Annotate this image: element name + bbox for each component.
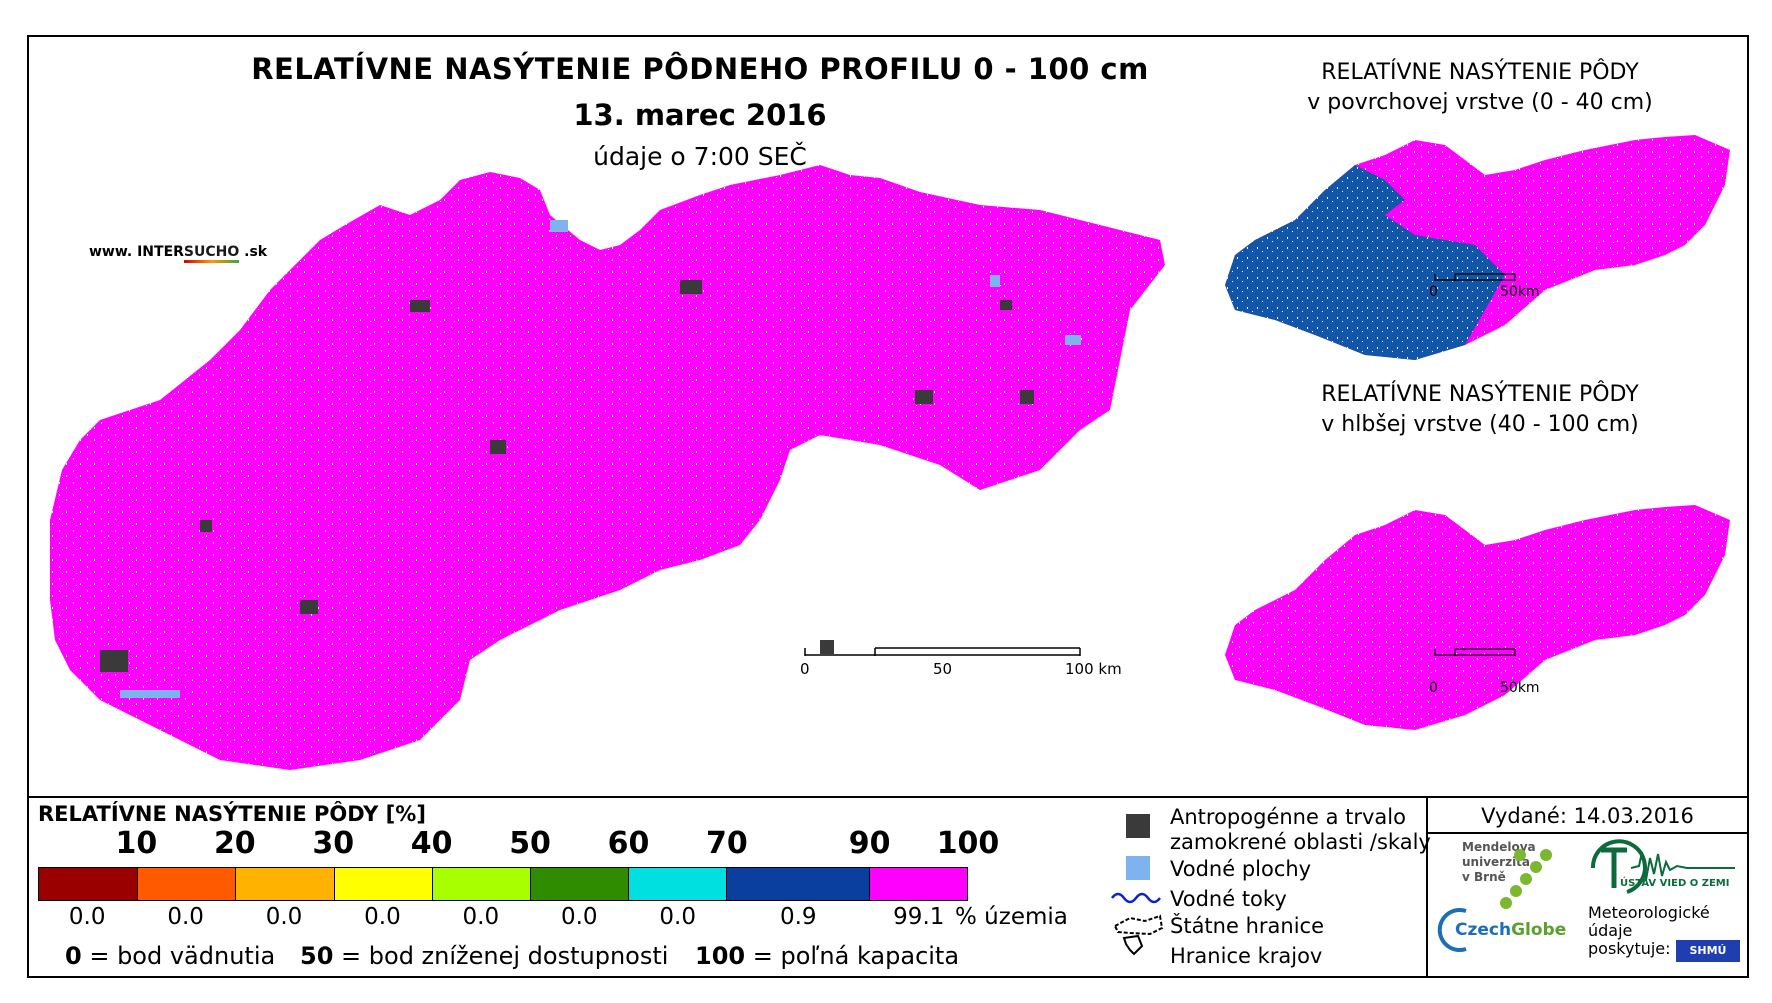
czechglobe-logo: CzechGlobe [1455, 920, 1567, 940]
legend-class-6 [628, 868, 727, 900]
url-highlight: SUCHO [183, 244, 240, 263]
region-border-symbol [1122, 934, 1144, 956]
legend-tick-2: 30 [312, 826, 355, 861]
intersucho-url[interactable]: www. INTERSUCHO .sk [89, 244, 268, 263]
legend-class-5 [530, 868, 629, 900]
inset-bottom-title: RELATÍVNE NASÝTENIE PÔDY v hlbšej vrstve… [1240, 380, 1720, 440]
foot-capacity: 100 = poľná kapacita [695, 942, 960, 970]
inset-top-title-line1: RELATÍVNE NASÝTENIE PÔDY [1321, 60, 1639, 85]
legend-tick-6: 70 [706, 826, 748, 861]
legend-class-2 [235, 868, 334, 900]
legend-share-8: 99.1 [893, 904, 945, 930]
legend-share-3: 0.0 [364, 904, 401, 930]
legend-share-5: 0.0 [560, 904, 598, 930]
foot-wilting: 0 = bod vädnutia [65, 942, 276, 970]
inset-bottom-title-line1: RELATÍVNE NASÝTENIE PÔDY [1321, 382, 1639, 407]
legend-tick-5: 60 [607, 826, 650, 861]
river-symbol [1111, 892, 1161, 904]
anthropogenic-label: Antropogénne a trvalo zamokrené oblasti … [1170, 805, 1431, 854]
main-scale-0: 0 [800, 660, 810, 678]
mendel-dots-icon [1500, 849, 1552, 909]
main-scale-50: 50 [933, 660, 953, 678]
legend-class-3 [333, 868, 432, 900]
legend-tick-7: 90 [848, 826, 891, 861]
inset-bottom-scale-50: 50km [1500, 680, 1540, 696]
main-subtitle: údaje o 7:00 SEČ [593, 142, 807, 171]
legend-share-1: 0.0 [167, 904, 204, 930]
legend-share-6: 0.0 [659, 904, 696, 930]
share-unit: % územia [955, 904, 1068, 930]
anthropogenic-areas [100, 280, 1034, 672]
url-prefix: www. INTER [89, 244, 184, 260]
legend-share-4: 0.0 [462, 904, 500, 930]
inset-top-scale-50: 50km [1500, 284, 1540, 300]
legend-share-2: 0.0 [265, 904, 303, 930]
meteo-credit-text: Meteorologické údaje poskytuje: [1588, 903, 1710, 958]
water-bodies [120, 220, 1081, 698]
inset-bottom-scale-0: 0 [1429, 680, 1438, 696]
line-symbols [1111, 892, 1164, 956]
issued-date: Vydané: 14.03.2016 [1481, 804, 1694, 828]
water-swatch [1126, 856, 1150, 880]
inset-bottom-map [1225, 505, 1730, 730]
inset-bottom-scale-bar [1434, 648, 1516, 656]
legend-separator [27, 796, 1749, 798]
main-date: 13. marec 2016 [573, 98, 827, 132]
inset-top-map [1225, 135, 1730, 360]
issued-divider [1426, 832, 1749, 834]
legend-tick-4: 50 [509, 826, 551, 861]
legend-share-0: 0.0 [68, 904, 106, 930]
slovakia-main-shape [50, 165, 1165, 770]
rivers-label: Vodné toky [1170, 887, 1287, 911]
state-border-label: Štátne hranice [1170, 914, 1324, 938]
legend-title: RELATÍVNE NASÝTENIE PÔDY [%] [38, 802, 426, 826]
inset-top-scale-bar [1434, 273, 1516, 281]
legend-class-4 [431, 868, 531, 900]
state-border-symbol [1113, 914, 1164, 936]
inset-top-title-line2: v povrchovej vrstve (0 - 40 cm) [1307, 90, 1653, 115]
foot-reduced: 50 = bod zníženej dostupnosti [300, 942, 669, 970]
institute-name: ÚSTAV VIED O ZEMI [1620, 878, 1730, 889]
inset-top-blue [1225, 165, 1505, 360]
url-suffix: .sk [239, 244, 268, 260]
credits-divider [1426, 797, 1428, 978]
water-label: Vodné plochy [1170, 857, 1312, 881]
main-scale-bar [804, 647, 1081, 656]
legend-class-1 [137, 868, 236, 900]
legend-class-8 [868, 868, 968, 900]
legend-tick-0: 10 [115, 826, 158, 861]
legend-colorbar [38, 867, 968, 901]
legend-tick-8: 100 [936, 826, 1000, 861]
legend-class-0 [39, 868, 138, 900]
legend-tick-1: 20 [213, 826, 256, 861]
legend-tick-3: 40 [410, 826, 453, 861]
main-scale-100: 100 km [1065, 660, 1122, 678]
anthropogenic-swatch [1126, 814, 1150, 838]
shmu-logo: SHMÚ [1676, 940, 1740, 962]
czechglobe-arc-icon [1437, 908, 1467, 952]
legend-share-7: 0.9 [779, 904, 817, 930]
legend-class-7 [726, 868, 869, 900]
map-frame [27, 35, 1749, 978]
inset-bottom-title-line2: v hlbšej vrstve (40 - 100 cm) [1321, 412, 1639, 437]
main-title: RELATÍVNE NASÝTENIE PÔDNEHO PROFILU 0 - … [251, 52, 1149, 86]
institute-logo-icon [1590, 839, 1735, 894]
inset-top-scale-0: 0 [1429, 284, 1438, 300]
inset-top-title: RELATÍVNE NASÝTENIE PÔDY v povrchovej vr… [1240, 58, 1720, 118]
region-border-label: Hranice krajov [1170, 944, 1323, 968]
inset-bottom-magenta [1225, 505, 1730, 730]
